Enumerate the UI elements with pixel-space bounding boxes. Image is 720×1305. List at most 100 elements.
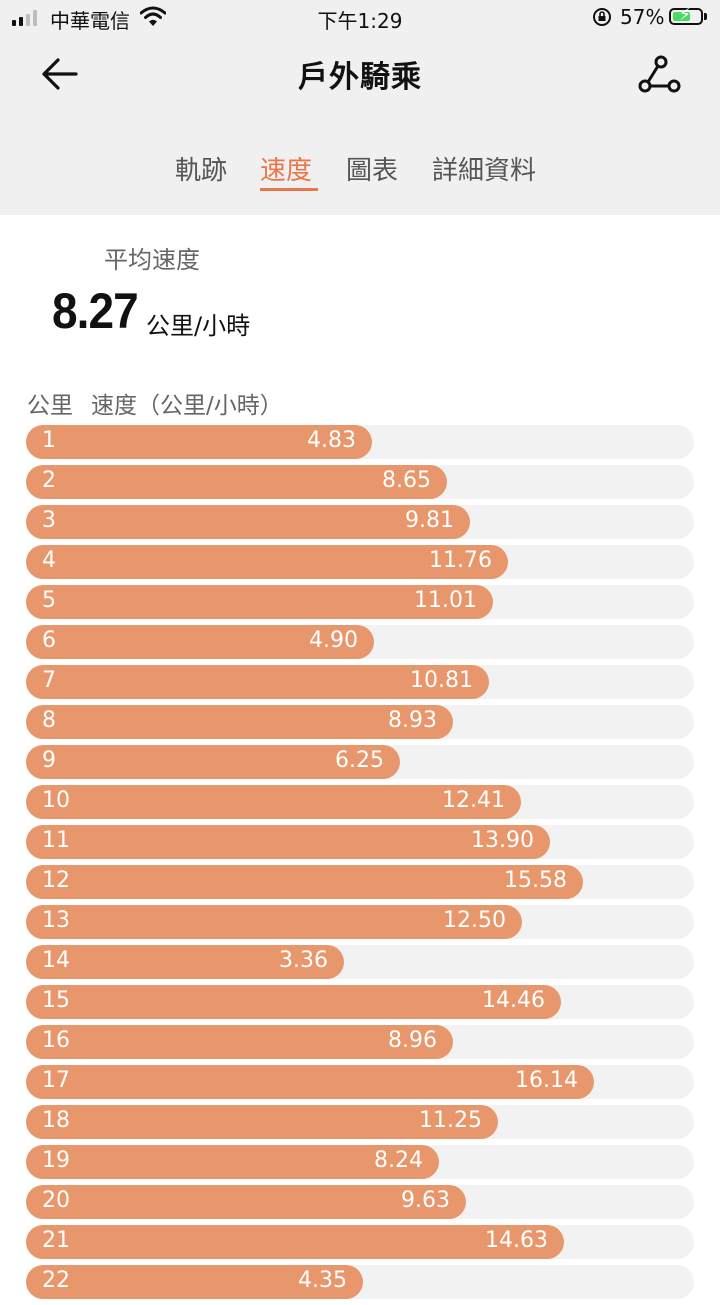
row-km: 10 [42, 788, 70, 813]
speed-bar: 7 10.81 [26, 665, 489, 699]
avg-speed-unit: 公里/小時 [146, 312, 251, 340]
row-speed: 14.46 [482, 988, 545, 1013]
row-km: 15 [42, 988, 70, 1013]
speed-bar: 6 4.90 [26, 625, 374, 659]
speed-bar: 9 6.25 [26, 745, 400, 779]
row-km: 17 [42, 1068, 70, 1093]
speed-row: 5 11.01 [26, 585, 694, 619]
row-km: 14 [42, 948, 70, 973]
row-km: 16 [42, 1028, 70, 1053]
speed-row: 4 11.76 [26, 545, 694, 579]
active-tab-indicator [260, 188, 318, 191]
row-speed: 12.50 [443, 908, 506, 933]
tab-bar: 軌跡 速度 圖表 詳細資料 [0, 150, 720, 190]
status-bar: 中華電信 下午1:29 57% ⚡ [0, 0, 720, 36]
rotation-lock-icon [593, 8, 611, 26]
page-title: 戶外騎乘 [298, 60, 422, 95]
carrier-name: 中華電信 [50, 9, 130, 33]
row-speed: 6.25 [335, 748, 384, 773]
speed-row: 15 14.46 [26, 985, 694, 1019]
row-speed: 9.81 [405, 508, 454, 533]
speed-row: 10 12.41 [26, 785, 694, 819]
row-km: 2 [42, 468, 56, 493]
route-icon[interactable] [636, 52, 684, 96]
speed-row: 1 4.83 [26, 425, 694, 459]
speed-bar: 4 11.76 [26, 545, 508, 579]
speed-bar: 22 4.35 [26, 1265, 363, 1299]
row-km: 9 [42, 748, 56, 773]
row-speed: 11.76 [429, 548, 492, 573]
row-speed: 8.65 [382, 468, 431, 493]
row-speed: 12.41 [442, 788, 505, 813]
tab-details[interactable]: 詳細資料 [432, 156, 537, 186]
row-speed: 11.25 [419, 1108, 482, 1133]
speed-row: 16 8.96 [26, 1025, 694, 1059]
header-area [0, 0, 720, 215]
speed-bar: 1 4.83 [26, 425, 372, 459]
speed-bar: 18 11.25 [26, 1105, 498, 1139]
arrow-left-icon[interactable] [38, 52, 82, 96]
speed-bar: 11 13.90 [26, 825, 550, 859]
list-header: 公里 速度（公里/小時） [27, 386, 283, 420]
speed-row: 13 12.50 [26, 905, 694, 939]
speed-bar: 8 8.93 [26, 705, 453, 739]
speed-row: 11 13.90 [26, 825, 694, 859]
battery-tip [704, 13, 707, 20]
row-speed: 13.90 [471, 828, 534, 853]
battery-percent: 57% [620, 5, 665, 29]
speed-bar: 5 11.01 [26, 585, 493, 619]
row-km: 11 [42, 828, 70, 853]
wifi-icon [140, 6, 166, 26]
speed-row: 12 15.58 [26, 865, 694, 899]
col-speed-label: 速度（公里/小時） [91, 393, 283, 419]
avg-speed-label: 平均速度 [104, 246, 200, 274]
row-speed: 14.63 [485, 1228, 548, 1253]
col-km-label: 公里 [27, 393, 73, 419]
speed-row: 7 10.81 [26, 665, 694, 699]
speed-row: 3 9.81 [26, 505, 694, 539]
speed-bar: 20 9.63 [26, 1185, 466, 1219]
row-speed: 4.90 [309, 628, 358, 653]
speed-bar: 19 8.24 [26, 1145, 439, 1179]
speed-row: 9 6.25 [26, 745, 694, 779]
speed-bar: 15 14.46 [26, 985, 561, 1019]
speed-row: 21 14.63 [26, 1225, 694, 1259]
speed-row: 2 8.65 [26, 465, 694, 499]
speed-bar: 2 8.65 [26, 465, 447, 499]
row-km: 22 [42, 1268, 70, 1293]
row-speed: 11.01 [414, 588, 477, 613]
row-km: 18 [42, 1108, 70, 1133]
row-km: 3 [42, 508, 56, 533]
speed-row: 17 16.14 [26, 1065, 694, 1099]
speed-list: 1 4.83 2 8.65 3 9.81 4 11.76 5 11.01 6 4.90 7 10.81 8 8… [26, 425, 694, 1305]
row-km: 8 [42, 708, 56, 733]
speed-bar: 3 9.81 [26, 505, 470, 539]
tab-chart[interactable]: 圖表 [346, 156, 399, 186]
speed-bar: 10 12.41 [26, 785, 521, 819]
row-speed: 9.63 [401, 1188, 450, 1213]
tab-speed[interactable]: 速度 [260, 156, 313, 186]
speed-bar: 16 8.96 [26, 1025, 453, 1059]
row-km: 6 [42, 628, 56, 653]
speed-row: 14 3.36 [26, 945, 694, 979]
row-km: 20 [42, 1188, 70, 1213]
speed-bar: 21 14.63 [26, 1225, 564, 1259]
row-km: 13 [42, 908, 70, 933]
row-km: 7 [42, 668, 56, 693]
clock: 下午1:29 [317, 9, 403, 33]
row-speed: 3.36 [279, 948, 328, 973]
row-km: 5 [42, 588, 56, 613]
row-speed: 8.93 [388, 708, 437, 733]
speed-bar: 14 3.36 [26, 945, 344, 979]
row-speed: 16.14 [515, 1068, 578, 1093]
battery-charging-icon: ⚡ [669, 7, 703, 25]
row-km: 4 [42, 548, 56, 573]
row-km: 19 [42, 1148, 70, 1173]
row-speed: 8.96 [388, 1028, 437, 1053]
row-speed: 4.35 [298, 1268, 347, 1293]
signal-icon [12, 8, 37, 26]
row-km: 1 [42, 428, 56, 453]
speed-row: 22 4.35 [26, 1265, 694, 1299]
tab-track[interactable]: 軌跡 [175, 156, 228, 186]
avg-speed-value: 8.27 [52, 283, 139, 339]
